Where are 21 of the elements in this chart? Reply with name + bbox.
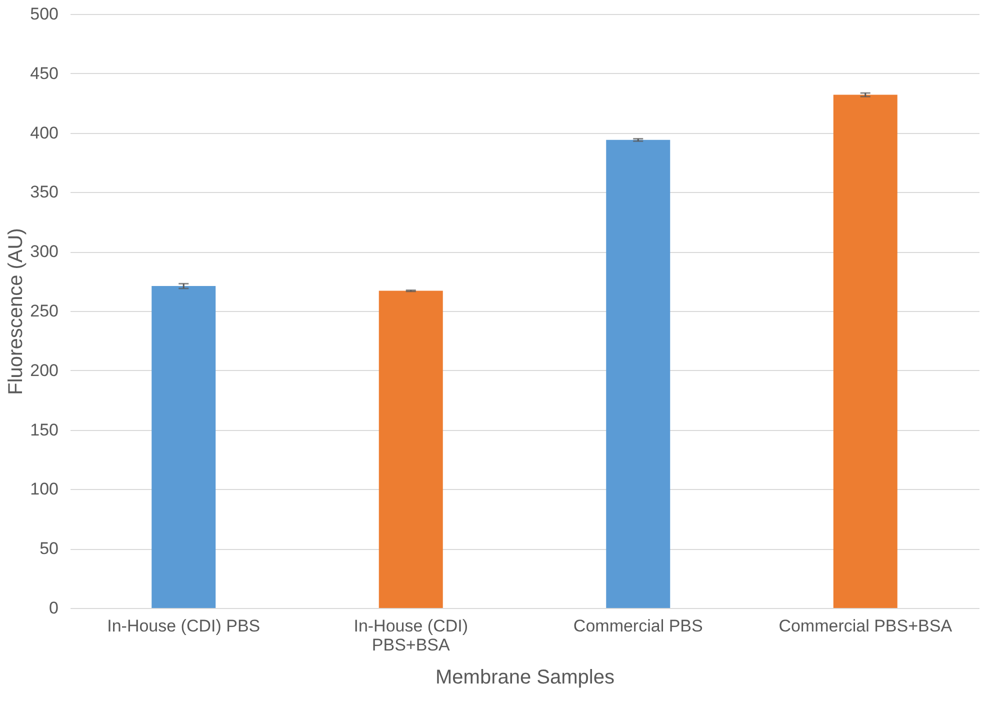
y-tick-label: 250 bbox=[30, 302, 58, 320]
y-tick-label: 500 bbox=[30, 4, 58, 24]
x-tick-label: In-House (CDI) PBS bbox=[107, 616, 260, 636]
y-axis-title: Fluorescence (AU) bbox=[5, 228, 28, 395]
y-tick-label: 450 bbox=[30, 64, 58, 83]
x-tick-label: In-House (CDI) PBS+BSA bbox=[354, 616, 468, 654]
x-tick-label: Commercial PBS+BSA bbox=[778, 616, 953, 636]
y-tick-label: 0 bbox=[49, 598, 58, 618]
y-tick-label: 350 bbox=[30, 182, 58, 202]
bar bbox=[606, 140, 670, 608]
y-tick-label: 100 bbox=[30, 480, 58, 499]
y-tick-label: 400 bbox=[30, 123, 58, 142]
y-tick-label: 300 bbox=[30, 242, 58, 262]
x-tick-label: Commercial PBS bbox=[573, 616, 703, 636]
x-axis-title: Membrane Samples bbox=[436, 666, 614, 688]
y-tick-label: 150 bbox=[30, 420, 58, 440]
bar bbox=[152, 286, 216, 608]
y-tick-label: 200 bbox=[30, 360, 58, 380]
bar bbox=[833, 94, 898, 608]
bar bbox=[378, 290, 443, 608]
y-tick-label: 50 bbox=[40, 539, 58, 558]
